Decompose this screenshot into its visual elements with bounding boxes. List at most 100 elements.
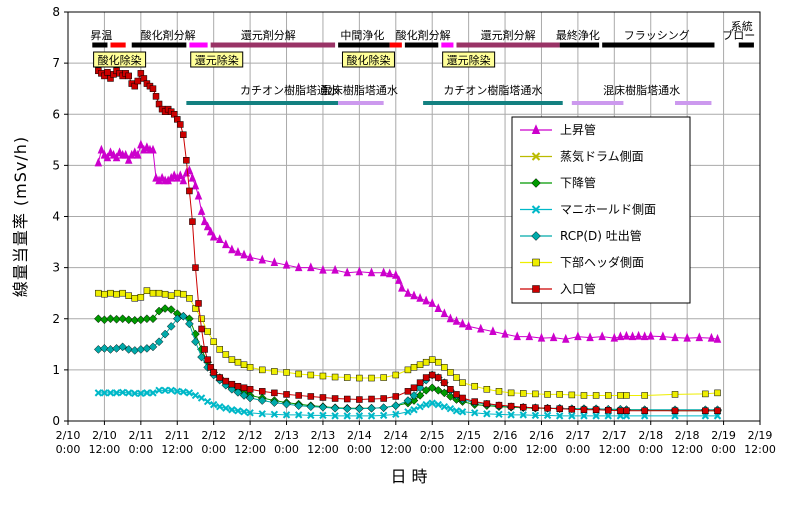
data-point xyxy=(215,234,224,244)
data-point xyxy=(134,77,142,85)
data-point xyxy=(495,388,503,395)
data-point xyxy=(628,331,637,341)
resin-label: 混床樹脂塔通水 xyxy=(321,83,398,97)
y-tick-label: 2 xyxy=(52,312,60,326)
data-point xyxy=(216,346,224,353)
data-point xyxy=(544,391,551,398)
data-point xyxy=(434,400,442,409)
x-tick-date: 2/10 xyxy=(56,429,81,442)
x-tick-date: 2/12 xyxy=(238,429,263,442)
data-point-stroke xyxy=(179,388,188,396)
data-point xyxy=(604,392,612,399)
data-point xyxy=(623,407,630,415)
data-point-stroke xyxy=(258,410,266,418)
data-point xyxy=(641,392,648,399)
phase-box xyxy=(190,51,244,68)
data-point xyxy=(404,366,412,374)
data-point xyxy=(671,407,679,415)
data-point xyxy=(519,411,527,419)
data-point xyxy=(714,389,721,397)
data-point xyxy=(641,407,648,415)
data-point-stroke xyxy=(197,394,206,402)
data-point xyxy=(319,372,327,380)
data-point xyxy=(398,282,406,292)
data-point xyxy=(178,311,188,321)
data-point xyxy=(180,131,187,138)
data-point xyxy=(307,393,315,400)
data-point xyxy=(507,402,515,410)
legend-label: 下部ヘッダ側面 xyxy=(560,255,644,270)
legend-item: 入口管 xyxy=(520,281,596,296)
data-point-stroke xyxy=(428,399,436,407)
data-point xyxy=(331,264,339,274)
data-point-stroke xyxy=(531,152,541,161)
data-point xyxy=(271,368,278,375)
data-point xyxy=(683,332,691,342)
x-tick-date: 2/17 xyxy=(566,429,591,442)
data-point xyxy=(702,390,709,398)
data-point xyxy=(403,396,413,405)
data-point xyxy=(428,399,436,407)
data-point xyxy=(483,410,491,418)
data-point xyxy=(245,393,255,403)
legend-item: RCP(D) 吐出管 xyxy=(520,228,642,243)
data-point-stroke xyxy=(228,406,236,414)
data-point xyxy=(537,332,546,342)
data-point xyxy=(422,358,430,366)
data-point xyxy=(124,315,134,325)
data-point xyxy=(555,412,564,420)
data-point xyxy=(166,305,176,314)
data-point xyxy=(258,254,267,264)
data-point xyxy=(180,290,187,298)
data-point xyxy=(446,405,455,413)
data-point xyxy=(240,384,248,392)
data-point xyxy=(507,411,515,419)
phase-label: 還元剤分解 xyxy=(241,28,296,42)
phase-label: 酸化剤分解 xyxy=(396,28,451,42)
data-point xyxy=(714,407,721,415)
x-tick-date: 2/11 xyxy=(165,429,190,442)
legend-item: 蒸気ドラム側面 xyxy=(520,149,644,164)
data-point xyxy=(331,373,339,381)
data-point xyxy=(379,267,388,277)
data-point xyxy=(561,333,570,343)
phase-box-label: 還元除染 xyxy=(447,53,491,67)
data-point xyxy=(192,264,199,271)
data-point xyxy=(489,326,497,336)
data-point xyxy=(634,330,643,340)
data-point xyxy=(282,399,291,409)
data-point-stroke xyxy=(307,411,315,420)
y-tick-label: 1 xyxy=(52,363,60,377)
data-point xyxy=(125,72,132,80)
data-point xyxy=(355,412,364,420)
data-point xyxy=(453,391,460,398)
data-point xyxy=(446,313,455,323)
data-point xyxy=(183,157,190,164)
data-point-stroke xyxy=(173,387,181,396)
data-point xyxy=(210,369,217,376)
x-tick-date: 2/19 xyxy=(711,429,736,442)
data-point xyxy=(441,379,448,386)
data-point xyxy=(604,412,612,420)
data-point xyxy=(198,325,205,333)
data-point xyxy=(134,149,142,159)
data-point-stroke xyxy=(234,407,242,415)
data-point-stroke xyxy=(367,412,376,420)
x-tick-time: 0:00 xyxy=(638,443,663,456)
data-point xyxy=(532,258,540,267)
series-6 xyxy=(95,67,721,415)
data-point xyxy=(422,374,430,381)
phase-box xyxy=(93,51,147,68)
data-point xyxy=(148,342,158,352)
data-point xyxy=(452,316,461,325)
legend-label: 上昇管 xyxy=(560,122,596,137)
data-point xyxy=(531,411,540,420)
data-point xyxy=(421,385,431,395)
data-point xyxy=(343,267,351,277)
data-point xyxy=(240,408,248,416)
data-point xyxy=(713,333,722,343)
data-point-stroke xyxy=(458,408,467,416)
data-point xyxy=(342,404,352,414)
data-point xyxy=(525,331,534,341)
